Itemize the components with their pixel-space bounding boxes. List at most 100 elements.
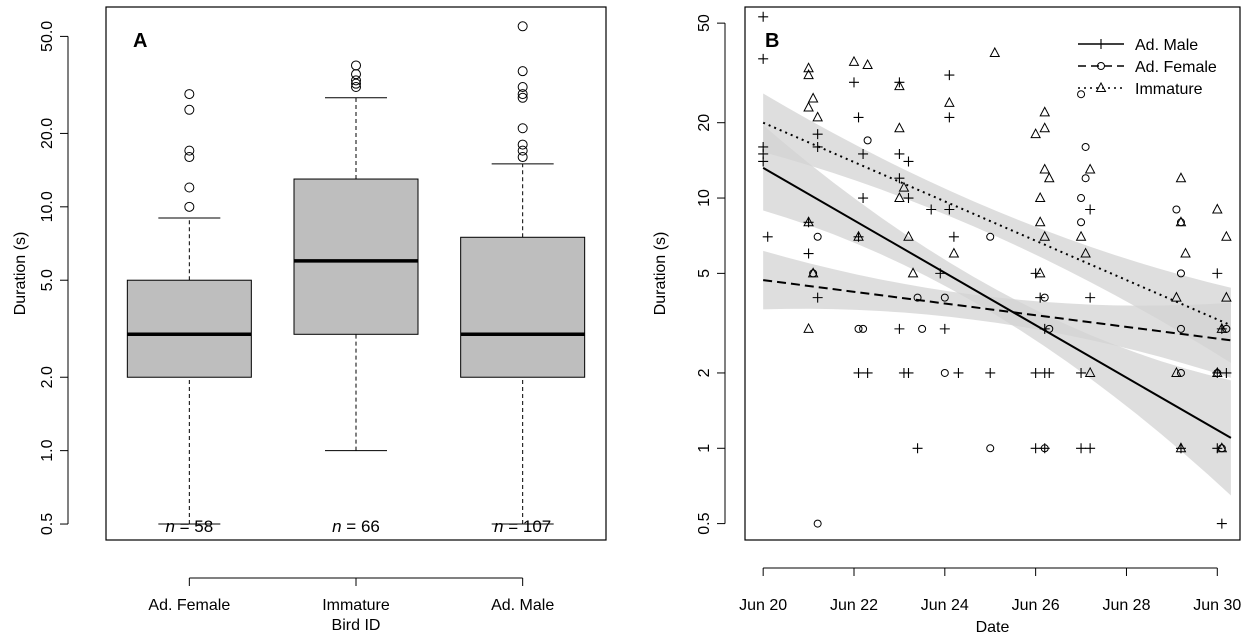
y-tick-label: 1	[696, 444, 713, 453]
data-point	[1221, 230, 1232, 241]
data-point	[1034, 267, 1046, 278]
data-point	[948, 231, 959, 242]
outlier-point	[517, 92, 528, 103]
outlier-point	[517, 89, 528, 100]
y-tick-label: 2	[696, 368, 713, 377]
data-point	[1172, 205, 1181, 214]
y-tick-label: 20	[696, 114, 713, 132]
outlier-point	[517, 123, 528, 134]
data-point	[903, 367, 914, 378]
series-ad-female	[809, 90, 1231, 528]
box-ad-male	[460, 21, 586, 525]
x-tick-label: Jun 28	[1102, 597, 1150, 614]
legend-label: Ad. Male	[1135, 37, 1198, 54]
legend-label: Immature	[1135, 81, 1203, 98]
data-point	[1084, 366, 1096, 377]
data-point	[812, 111, 823, 122]
data-point	[1085, 292, 1096, 303]
outlier-point	[184, 104, 195, 115]
fit-line	[763, 279, 1232, 342]
data-point	[986, 444, 995, 453]
data-point	[1039, 122, 1051, 133]
data-point	[1077, 194, 1086, 203]
data-point	[1216, 322, 1228, 333]
x-tick-label: Ad. Female	[148, 597, 230, 614]
data-point	[1216, 442, 1228, 453]
y-axis-label: Duration (s)	[12, 232, 29, 316]
data-point	[854, 324, 863, 333]
panel-label: A	[133, 30, 147, 52]
scatter-panel-b: 0.5 1 2 5 10 20 50 Duration (s) Jun 20 Jun 22 Jun …	[652, 6, 1241, 636]
data-point	[907, 267, 919, 278]
outlier-point	[517, 145, 528, 156]
y-tick-label: 10	[696, 189, 713, 207]
data-point	[858, 148, 869, 159]
y-tick-label: 5.0	[39, 269, 56, 291]
x-axis-label: Date	[976, 619, 1010, 636]
outlier-point	[184, 89, 195, 100]
data-point	[1175, 216, 1187, 227]
data-point	[940, 368, 949, 377]
data-point	[1034, 216, 1046, 227]
outlier-point	[517, 139, 528, 150]
sample-size-value: = 107	[504, 517, 552, 536]
data-point	[1030, 367, 1041, 378]
data-point	[894, 77, 905, 88]
x-axis-label: Bird ID	[332, 617, 381, 634]
y-tick-label: 1.0	[39, 439, 56, 461]
data-point	[894, 323, 905, 334]
x-tick-label: Jun 26	[1012, 597, 1060, 614]
data-point	[807, 92, 819, 103]
y-axis-label: Duration (s)	[652, 232, 669, 316]
data-point	[1097, 62, 1105, 70]
data-point	[1211, 203, 1223, 214]
data-point	[1035, 292, 1046, 303]
data-point	[1176, 269, 1185, 278]
data-point	[912, 443, 923, 454]
data-point	[1077, 90, 1086, 99]
y-tick-label: 50	[696, 14, 713, 32]
data-point	[1043, 172, 1055, 183]
data-point	[944, 70, 955, 81]
iqr-box	[460, 236, 586, 378]
y-tick-label: 10.0	[39, 191, 56, 222]
data-point	[1034, 191, 1046, 203]
outlier-point	[517, 21, 528, 32]
data-point	[1040, 444, 1049, 453]
data-point	[1175, 442, 1187, 453]
y-tick-label: 20.0	[39, 118, 56, 149]
data-point	[762, 231, 773, 242]
data-point	[848, 55, 860, 66]
data-point	[862, 367, 873, 378]
data-point	[1030, 443, 1041, 454]
data-point	[894, 80, 905, 91]
data-point	[803, 69, 814, 80]
data-point	[939, 323, 950, 334]
sample-size-n: n	[494, 517, 503, 536]
y-tick-label: 50.0	[39, 21, 56, 52]
y-tick-label: 0.5	[39, 513, 56, 535]
sample-size-label: n = 66	[332, 517, 380, 536]
data-point	[1080, 247, 1091, 258]
data-point	[1075, 230, 1087, 241]
series-immature	[803, 46, 1232, 453]
data-point	[1085, 443, 1096, 454]
plot-frame	[105, 6, 607, 541]
data-point	[1040, 293, 1049, 302]
sample-size-label: n = 107	[494, 517, 551, 536]
x-tick-label: Jun 22	[830, 597, 878, 614]
sample-size-value: = 66	[342, 517, 380, 536]
x-tick-label: Jun 24	[921, 597, 969, 614]
legend: Ad. Male Ad. Female Immature	[1078, 37, 1217, 98]
outlier-point	[351, 75, 361, 86]
data-point	[1081, 174, 1090, 183]
data-point	[1221, 291, 1232, 302]
data-point	[803, 62, 814, 73]
data-point	[1039, 106, 1051, 117]
data-point	[807, 267, 819, 278]
data-point	[1076, 367, 1087, 378]
data-point	[853, 367, 864, 378]
data-point	[853, 230, 864, 241]
data-point	[1180, 247, 1191, 258]
data-point	[1085, 204, 1096, 215]
